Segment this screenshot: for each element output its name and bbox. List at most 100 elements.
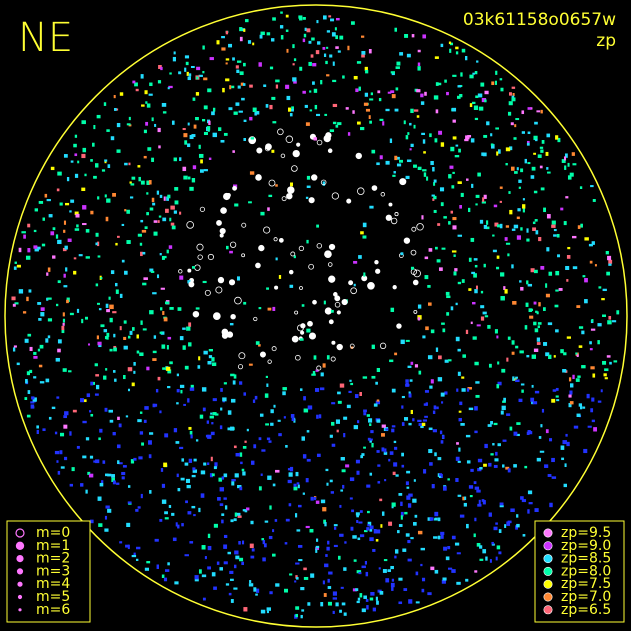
star [189,430,193,435]
star [394,108,399,112]
star [499,78,503,81]
star [320,499,326,504]
star [191,178,196,183]
star [558,287,563,291]
star [238,110,243,113]
star [401,405,404,409]
star [420,547,425,551]
star [239,557,244,562]
star [220,139,225,143]
star [231,481,235,486]
star [370,591,375,596]
star [589,348,593,351]
star [287,186,295,194]
star [369,438,373,441]
star [517,208,521,212]
star [177,524,180,529]
star [57,280,61,284]
star [361,54,365,58]
star [243,137,247,142]
star [305,122,310,126]
star [104,407,108,412]
star [16,264,21,268]
star [500,87,504,92]
star [193,124,197,129]
star [307,405,313,410]
star [308,40,312,44]
star [496,545,501,550]
star [457,85,462,88]
star [454,154,460,158]
star [282,387,287,391]
star [457,460,461,463]
star [560,445,565,450]
star [390,90,395,94]
star [326,46,329,49]
star [208,157,212,160]
star [70,160,74,163]
star [229,323,234,326]
star [109,317,113,323]
star [322,181,326,186]
star [190,65,195,69]
star [26,414,31,418]
star [532,401,538,405]
star [428,302,432,306]
star [369,423,372,427]
star [367,437,371,441]
star [275,583,280,587]
star [203,350,208,355]
star [224,505,228,510]
star [524,158,527,164]
star [339,35,344,40]
star [146,561,151,564]
star [233,374,237,379]
star [343,433,346,438]
star [532,227,537,231]
star [406,159,412,163]
star [118,462,123,465]
star [362,235,367,239]
star [448,41,452,45]
star [500,272,505,277]
star [471,183,474,188]
star [602,288,607,292]
star [524,465,528,469]
star [390,565,394,570]
star [133,361,136,366]
star [405,481,409,486]
star [364,66,368,71]
star [561,159,566,163]
star [474,517,477,522]
star [162,217,167,222]
star [391,428,395,433]
star [201,574,207,578]
zp-label: zp=9.5 [561,525,611,541]
star [30,404,35,409]
star [568,402,572,408]
star [502,400,506,403]
star [497,443,501,447]
star [472,301,476,305]
star [504,524,507,528]
star [69,312,74,316]
star [295,562,300,565]
star [249,171,255,175]
star [391,388,396,393]
star [505,466,510,470]
star [504,237,508,241]
star [331,192,339,200]
star [100,277,103,280]
star [503,286,506,290]
star [355,512,360,516]
star [465,329,469,335]
star [451,107,457,112]
star [560,207,564,211]
star [405,135,409,140]
star [388,458,391,462]
star [379,591,384,595]
star [388,202,393,207]
star [410,249,417,256]
star [158,215,162,218]
star [474,361,479,366]
